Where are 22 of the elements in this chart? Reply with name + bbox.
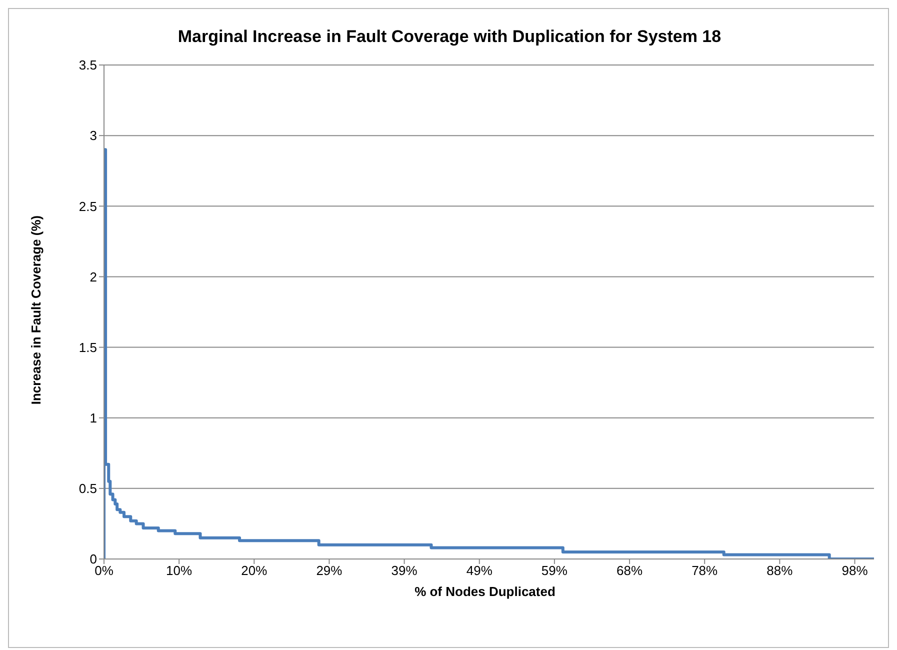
x-tick-label: 78% (692, 563, 718, 578)
x-tick-label: 59% (541, 563, 568, 578)
x-tick-label: 68% (616, 563, 643, 578)
x-tick-label: 0% (94, 563, 114, 578)
y-tick-label: 3.5 (78, 58, 97, 73)
x-tick-label: 20% (241, 563, 268, 578)
y-tick-label: 1 (90, 410, 97, 426)
chart-title: Marginal Increase in Fault Coverage with Duplication for System 18 (176, 27, 722, 47)
y-tick-label: 2.5 (78, 198, 97, 214)
x-tick-label: 10% (166, 563, 193, 578)
x-tick-label: 39% (391, 563, 418, 578)
x-tick-label: 29% (316, 563, 343, 578)
x-tick-label: 98% (842, 563, 868, 578)
y-tick-label: 0.5 (78, 481, 97, 496)
x-tick-label: 88% (766, 563, 794, 578)
x-tick-label: 49% (466, 563, 493, 578)
y-tick-label: 1.5 (78, 340, 97, 355)
y-tick-label: 3 (90, 128, 97, 144)
y-tick-label: 2 (90, 269, 97, 284)
x-axis-title: % of Nodes Duplicated (414, 584, 556, 599)
y-tick-label: 0 (90, 552, 97, 567)
y-axis-title: Increase in Fault Coverage (%) (28, 215, 44, 405)
